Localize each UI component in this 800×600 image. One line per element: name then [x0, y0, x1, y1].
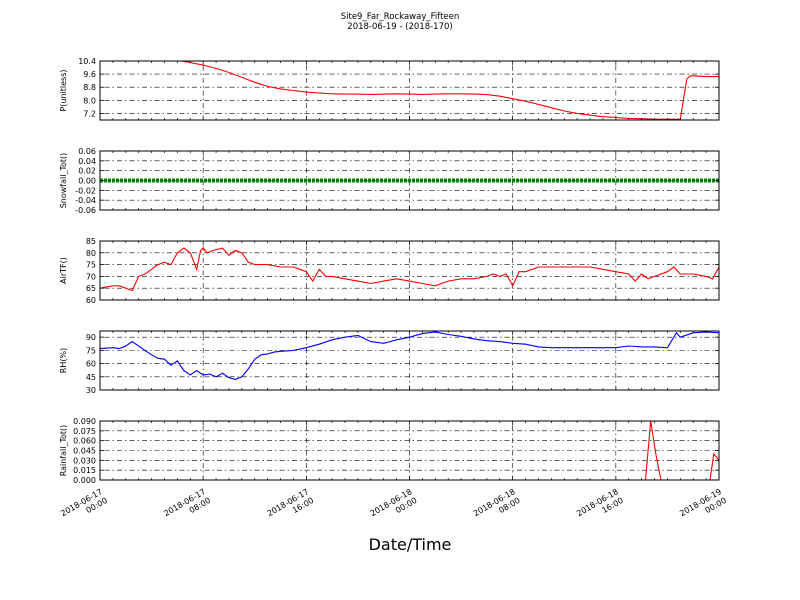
- y-axis-label: AirTF(): [59, 257, 68, 284]
- x-axis-label: Date/Time: [369, 535, 452, 554]
- series-line: [178, 61, 719, 120]
- y-axis-label: P(unitless): [59, 69, 68, 111]
- panel-0: 7.2 8.0 8.8 9.6 10.4 P(unitless): [59, 57, 720, 121]
- y-tick-label: 0.045: [73, 447, 96, 456]
- chart-title: Site9_Far_Rockaway_Fifteen: [341, 12, 460, 22]
- y-tick-label: 0.000: [73, 476, 96, 485]
- y-tick-label: 0.060: [73, 437, 96, 446]
- y-tick-label: 90: [86, 333, 96, 342]
- panel-3: 30 45 60 75 90 RH(%): [59, 330, 720, 395]
- y-tick-label: 75: [86, 261, 96, 270]
- y-tick-label: 65: [86, 284, 96, 293]
- y-tick-label: 7.2: [83, 109, 96, 118]
- series-line: [100, 421, 719, 480]
- y-tick-label: 30: [86, 386, 96, 395]
- panel-2: 60 65 70 75 80 85 AirTF(): [59, 237, 720, 305]
- y-tick-label: -0.02: [75, 186, 96, 195]
- y-tick-label: 0.02: [78, 167, 96, 176]
- y-axis-label: RH(%): [59, 348, 68, 373]
- y-tick-label: -0.06: [75, 206, 96, 215]
- y-tick-label: 60: [86, 360, 96, 369]
- y-tick-label: 10.4: [78, 57, 96, 66]
- y-tick-label: 70: [86, 272, 96, 281]
- y-tick-label: 0.030: [73, 456, 96, 465]
- y-tick-label: 8.8: [83, 83, 96, 92]
- y-tick-label: 60: [86, 296, 96, 305]
- panels-group: 7.2 8.0 8.8 9.6 10.4 P(unitless) -0.06-0.04-0.…: [59, 57, 720, 485]
- y-tick-label: 0.015: [73, 466, 96, 475]
- y-tick-label: 45: [86, 373, 96, 382]
- y-tick-label: 8.0: [83, 96, 96, 105]
- y-tick-label: 80: [86, 249, 96, 258]
- y-tick-label: 0.075: [73, 427, 96, 436]
- y-axis-label: Snowfall_Tot(): [59, 153, 68, 209]
- chart-subtitle: 2018-06-19 - (2018-170): [347, 22, 452, 32]
- y-axis-label: Rainfall_Tot(): [59, 425, 68, 477]
- series-line: [100, 247, 719, 292]
- y-tick-label: 0.06: [78, 147, 96, 156]
- y-tick-label: 9.6: [83, 70, 96, 79]
- y-tick-label: -0.04: [75, 196, 96, 205]
- panel-1: -0.06-0.04-0.020.000.020.040.06 Snowfall_…: [59, 147, 720, 215]
- y-tick-label: 85: [86, 237, 96, 246]
- y-tick-label: 0.04: [78, 157, 96, 166]
- series-line: [100, 331, 719, 380]
- y-tick-label: 0.00: [78, 177, 96, 186]
- y-tick-label: 75: [86, 346, 96, 355]
- y-tick-label: 0.090: [73, 417, 96, 426]
